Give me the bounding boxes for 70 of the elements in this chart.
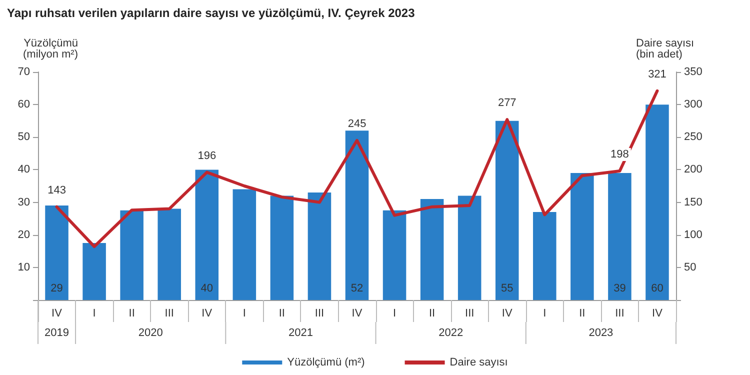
- bar: [495, 120, 519, 300]
- y-tick-label: 30: [18, 196, 30, 208]
- legend-label: Daire sayısı: [450, 356, 508, 368]
- legend-label: Yüzölçümü (m²): [287, 356, 365, 368]
- bar: [270, 196, 294, 300]
- data-label: 60: [651, 282, 664, 294]
- y-tick-label: 70: [18, 66, 30, 78]
- y-tick-label: 10: [18, 261, 30, 274]
- y2-tick-label: 300: [684, 98, 702, 111]
- x-tick-label: III: [164, 308, 174, 320]
- chart-title: Yapı ruhsatı verilen yapıların daire sayısı ve yüzölçümü, IV. Çeyrek 2023: [7, 6, 416, 20]
- x-tick-label: II: [128, 308, 135, 320]
- data-label: 245: [348, 118, 366, 130]
- x-tick-label: III: [314, 308, 324, 320]
- data-label: 40: [200, 282, 214, 294]
- data-label: 55: [500, 282, 514, 294]
- x-tick-label: I: [242, 308, 246, 320]
- bar: [570, 172, 594, 300]
- data-label: 277: [498, 97, 516, 110]
- y-tick-label: 40: [18, 164, 30, 176]
- x-tick-label: IV: [52, 308, 63, 320]
- y2-tick-label: 350: [684, 66, 702, 78]
- y-axis-title: Yüzölçümü (milyon m²): [23, 38, 78, 60]
- bar: [158, 208, 181, 300]
- data-label: 39: [614, 282, 626, 294]
- data-label: 321: [648, 68, 666, 80]
- x-tick-label: II: [278, 308, 286, 320]
- data-label: 143: [48, 184, 66, 196]
- bar: [646, 104, 669, 300]
- y2-tick-label: 150: [684, 196, 702, 208]
- x-tick-label: II: [428, 308, 436, 320]
- text: 2022: [438, 327, 464, 339]
- x-tick-label: II: [579, 308, 586, 320]
- data-label: 196: [198, 150, 216, 162]
- y-tick-label: 60: [18, 98, 30, 111]
- x-tick-label: I: [92, 308, 96, 320]
- y-tick-label: 50: [18, 131, 30, 144]
- y2-tick-label: 100: [684, 228, 702, 241]
- text: 2021: [288, 327, 313, 339]
- y2-tick-label: 50: [684, 261, 696, 274]
- bar: [82, 243, 106, 300]
- x-tick-label: III: [615, 308, 624, 320]
- bar: [533, 212, 556, 300]
- bar: [195, 170, 219, 300]
- data-label: 29: [50, 282, 63, 294]
- text: 2020: [138, 327, 163, 339]
- text: 2023: [588, 327, 614, 339]
- bar: [308, 192, 332, 300]
- y2-tick-label: 250: [684, 131, 702, 144]
- y-tick-label: 20: [18, 228, 30, 241]
- bar: [345, 130, 369, 300]
- text: 2019: [44, 327, 70, 339]
- x-tick-label: I: [543, 308, 546, 320]
- bar: [120, 210, 144, 300]
- bar: [608, 172, 632, 300]
- data-label: 198: [610, 148, 629, 161]
- x-tick-label: IV: [352, 308, 363, 320]
- x-tick-label: I: [393, 308, 396, 320]
- x-tick-label: III: [465, 308, 474, 320]
- bar: [382, 210, 406, 300]
- bar: [45, 206, 68, 300]
- x-tick-label: IV: [502, 308, 513, 320]
- x-tick-label: IV: [202, 308, 213, 320]
- x-tick-label: IV: [652, 308, 664, 320]
- bar: [232, 189, 256, 300]
- data-label: 52: [350, 282, 364, 294]
- bar: [420, 199, 444, 300]
- bar: [458, 196, 482, 300]
- y2-tick-label: 200: [684, 164, 702, 176]
- y2-axis-title: Daire sayısı (bin adet): [636, 38, 694, 60]
